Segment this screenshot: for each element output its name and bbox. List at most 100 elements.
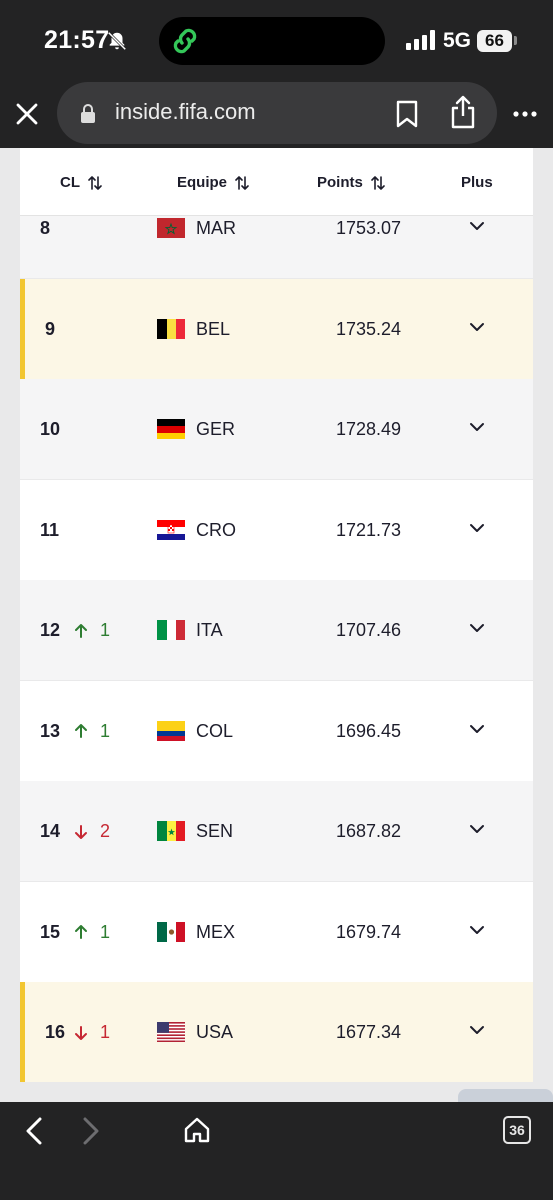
team-code[interactable]: GER [196,419,236,439]
flag-icon [157,218,185,238]
share-icon[interactable] [449,95,477,129]
home-icon[interactable] [183,1116,211,1144]
rank-cell: 9 [45,318,56,339]
header-points-label: Points [317,174,363,191]
page-content: CL Equipe Points Plus 8 MAR 1753.07 9 BEL 173… [0,148,553,1102]
battery-tip [514,36,517,45]
bell-slash-icon [107,31,127,51]
arrow-down-icon [75,1025,87,1040]
arrow-down-icon [75,824,87,839]
table-row[interactable]: 13 1 COL 1696.45 [20,680,533,781]
chevron-down-icon[interactable] [469,322,485,332]
team-code[interactable]: MAR [196,218,236,238]
team-code[interactable]: USA [196,1022,234,1042]
points-cell: 1696.45 [336,720,402,741]
rank-change: 1 [74,1022,110,1043]
more-icon[interactable] [512,110,538,118]
rank-change-value: 1 [100,720,111,741]
sort-icon [88,175,102,190]
rank-change: 1 [74,922,110,943]
table-row[interactable]: 14 2 SEN 1687.82 [20,781,533,881]
arrow-up-icon [75,623,87,638]
table-row[interactable]: 15 1 MEX 1679.74 [20,881,533,982]
chevron-down-icon[interactable] [469,824,485,834]
rank-change-value: 1 [100,620,111,640]
battery-icon: 66 [477,30,512,52]
rank-cell: 8 [40,218,51,238]
team-code[interactable]: BEL [196,318,231,339]
flag-icon [157,318,185,339]
network-type: 5G [443,29,472,52]
points-cell: 1679.74 [336,921,402,942]
team-code[interactable]: COL [196,720,234,741]
close-icon[interactable] [14,101,40,127]
table-row[interactable]: 11 CRO 1721.73 [20,479,533,580]
flag-icon [157,519,185,540]
scroll-to-top-button[interactable]: ^ [458,1089,553,1102]
flag-icon [157,1022,185,1042]
points-cell: 1687.82 [336,821,402,841]
flag-icon [157,720,185,741]
header-more-label: Plus [461,174,493,191]
tab-count-button[interactable]: 36 [503,1116,531,1144]
rank-change-value: 2 [100,821,111,841]
table-row[interactable]: 10 GER 1728.49 [20,379,533,479]
rank-change: 1 [74,721,110,742]
table-row[interactable]: 12 1 ITA 1707.46 [20,580,533,680]
header-rank-label: CL [60,174,80,191]
sort-icon [235,175,249,190]
team-code[interactable]: CRO [196,519,236,540]
arrow-up-icon [75,925,87,939]
dynamic-island [159,17,385,65]
team-code[interactable]: ITA [196,620,223,640]
chevron-down-icon[interactable] [469,623,485,633]
flag-icon [157,620,185,640]
table-header: CL Equipe Points Plus [20,148,533,216]
arrow-up-icon [75,724,87,738]
clock: 21:57 [44,26,110,54]
sort-rank-header[interactable]: CL [60,174,102,191]
status-bar: 21:57 5G 66 [0,0,553,80]
chevron-down-icon[interactable] [469,221,485,231]
address-bar[interactable] [57,82,497,144]
sort-points-header[interactable]: Points [317,174,385,191]
rank-change: 2 [74,821,110,842]
table-row[interactable]: 16 1 USA 1677.34 [20,982,533,1082]
rank-change-value: 1 [100,921,111,942]
signal-icon [406,30,435,50]
chevron-down-icon[interactable] [469,925,485,935]
chevron-down-icon[interactable] [469,724,485,734]
points-cell: 1721.73 [336,519,402,540]
flag-icon [157,921,185,942]
sort-team-header[interactable]: Equipe [177,174,249,191]
points-cell: 1707.46 [336,620,402,640]
table-row[interactable]: 9 BEL 1735.24 [20,278,533,379]
lock-icon [81,104,95,123]
team-code[interactable]: SEN [196,821,234,841]
rank-cell: 13 [40,720,61,741]
rank-change: 1 [74,620,110,641]
browser-bottom-bar: 36 [0,1102,553,1200]
flag-icon [157,419,185,439]
chevron-down-icon[interactable] [469,1025,485,1035]
rank-cell: 10 [40,419,61,439]
url-text[interactable]: inside.fifa.com [115,99,256,124]
points-cell: 1735.24 [336,318,402,339]
points-cell: 1753.07 [336,218,402,238]
rank-cell: 12 [40,620,61,640]
rank-cell: 16 [45,1022,66,1042]
rank-cell: 11 [40,519,60,540]
browser-toolbar: inside.fifa.com [0,80,553,148]
rank-change-value: 1 [100,1022,111,1042]
chevron-down-icon[interactable] [469,422,485,432]
header-team-label: Equipe [177,174,228,191]
header-more: Plus [461,174,493,191]
rank-cell: 15 [40,921,61,942]
points-cell: 1728.49 [336,419,402,439]
back-icon[interactable] [24,1116,46,1146]
chevron-down-icon[interactable] [469,523,485,533]
team-code[interactable]: MEX [196,921,236,942]
forward-icon[interactable] [79,1116,101,1146]
sort-icon [371,175,385,190]
bookmark-icon[interactable] [396,100,418,128]
